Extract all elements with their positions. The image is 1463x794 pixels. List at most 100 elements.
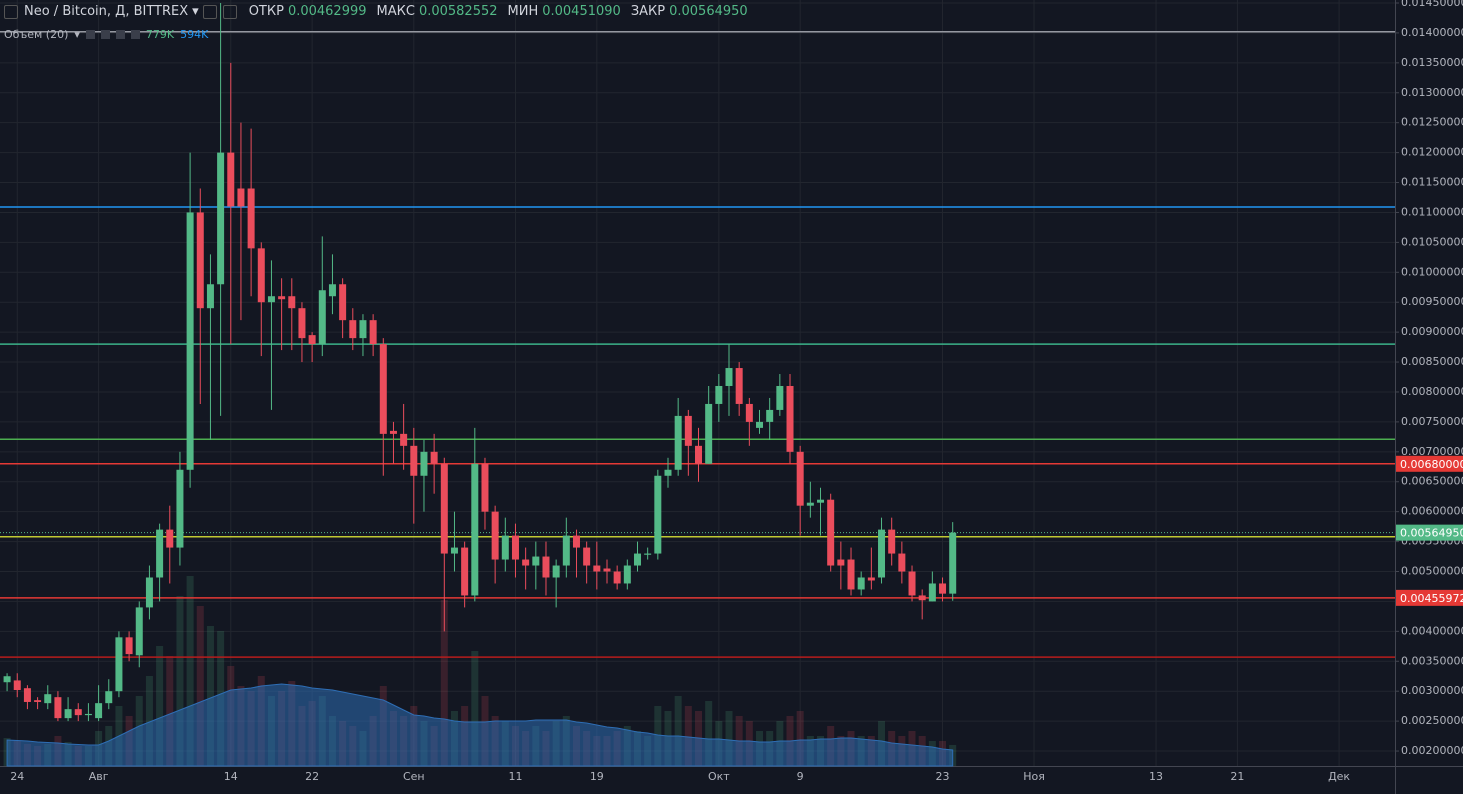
candle-body bbox=[23, 688, 31, 702]
dropdown[interactable]: ▾ bbox=[74, 28, 80, 41]
candle-body bbox=[461, 547, 469, 596]
volume-bar bbox=[186, 576, 194, 766]
volume-bar bbox=[684, 706, 692, 766]
candle-body bbox=[145, 577, 153, 608]
candle-body bbox=[206, 284, 214, 309]
candle-body bbox=[267, 296, 275, 303]
candle-body bbox=[227, 152, 235, 207]
volume-bar bbox=[725, 711, 733, 766]
icon[interactable] bbox=[202, 4, 217, 19]
candle-body bbox=[176, 469, 184, 548]
candle-body bbox=[95, 703, 103, 719]
x-tick-label: 23 bbox=[936, 770, 950, 783]
price-tag bbox=[1396, 455, 1463, 472]
x-tick-label: 21 bbox=[1230, 770, 1244, 783]
candle-body bbox=[471, 463, 479, 596]
candle-body bbox=[450, 547, 458, 554]
candle-body bbox=[328, 284, 336, 297]
candle-body bbox=[928, 583, 936, 602]
price-tag bbox=[1396, 524, 1463, 541]
candle-body bbox=[511, 535, 519, 560]
candle-body bbox=[613, 571, 621, 584]
candle-body bbox=[298, 308, 306, 339]
volume-value: 779K bbox=[145, 28, 175, 41]
y-tick-label: 0.01050000 bbox=[1401, 235, 1463, 248]
field-name: МИН bbox=[507, 4, 539, 19]
candle-body bbox=[623, 565, 631, 584]
candle-body bbox=[664, 469, 672, 476]
candle-body bbox=[867, 577, 875, 581]
y-tick-label: 0.00400000 bbox=[1401, 624, 1463, 637]
candle-body bbox=[898, 553, 906, 572]
symbol[interactable]: Neo / Bitcoin, Д, BITTREX bbox=[24, 4, 189, 19]
x-tick-label: Сен bbox=[403, 770, 425, 783]
field-name: ЗАКР bbox=[630, 4, 666, 19]
volume-ma-value: 594K bbox=[180, 28, 209, 41]
candle-body bbox=[532, 556, 540, 566]
icon[interactable] bbox=[4, 4, 18, 19]
candle-body bbox=[156, 529, 164, 578]
icon[interactable] bbox=[85, 30, 95, 39]
candle-body bbox=[756, 421, 764, 428]
candle-body bbox=[837, 559, 845, 566]
y-tick-label: 0.01200000 bbox=[1401, 146, 1463, 159]
candle-body bbox=[674, 415, 682, 470]
candle-body bbox=[949, 532, 957, 594]
candle-body bbox=[562, 535, 570, 566]
x-tick-label: 19 bbox=[590, 770, 604, 783]
price-tag-label: 0.00455972 bbox=[1400, 592, 1463, 605]
y-tick-label: 0.00750000 bbox=[1401, 415, 1463, 428]
y-tick-label: 0.00250000 bbox=[1401, 714, 1463, 727]
candle-body bbox=[827, 499, 835, 566]
candle-body bbox=[379, 344, 387, 434]
candle-body bbox=[308, 335, 316, 345]
y-tick-label: 0.00350000 bbox=[1401, 654, 1463, 667]
candle-body bbox=[125, 637, 133, 655]
volume-bar bbox=[674, 696, 682, 766]
candle-body bbox=[705, 403, 713, 464]
x-tick-label: Ноя bbox=[1023, 770, 1045, 783]
candle-body bbox=[420, 451, 428, 476]
volume-title[interactable]: Объем (20) bbox=[4, 28, 69, 41]
y-tick-label: 0.00850000 bbox=[1401, 355, 1463, 368]
candle-body bbox=[105, 691, 113, 704]
field-value: 0.00462999 bbox=[287, 4, 367, 19]
volume-bar bbox=[145, 676, 153, 766]
candle-body bbox=[654, 475, 662, 554]
candle-body bbox=[389, 430, 397, 434]
icon[interactable] bbox=[222, 4, 237, 19]
y-tick-label: 0.00650000 bbox=[1401, 475, 1463, 488]
candle-body bbox=[522, 559, 530, 566]
candle-body bbox=[847, 559, 855, 590]
volume-bar bbox=[176, 596, 184, 766]
icon[interactable] bbox=[115, 30, 125, 39]
candle-body bbox=[257, 248, 265, 303]
candle-body bbox=[217, 152, 225, 285]
candle-body bbox=[481, 463, 489, 512]
volume-bar bbox=[796, 711, 804, 766]
field-value: 0.00451090 bbox=[542, 4, 621, 19]
y-tick-label: 0.01300000 bbox=[1401, 86, 1463, 99]
candle-body bbox=[349, 320, 357, 339]
x-tick-label: 9 bbox=[797, 770, 804, 783]
candle-body bbox=[54, 697, 62, 719]
icon[interactable] bbox=[100, 30, 110, 39]
volume-bar bbox=[206, 626, 214, 766]
candle-body bbox=[501, 535, 509, 560]
candle-body bbox=[440, 463, 448, 554]
candle-body bbox=[725, 368, 733, 386]
y-tick-label: 0.00950000 bbox=[1401, 295, 1463, 308]
dropdown[interactable]: ▾ bbox=[192, 4, 199, 19]
candle-body bbox=[684, 415, 692, 446]
candle-body bbox=[786, 385, 794, 452]
volume-bar bbox=[705, 701, 713, 766]
y-tick-label: 0.00500000 bbox=[1401, 565, 1463, 578]
volume-bar bbox=[196, 606, 204, 766]
price-tag-label: 0.00680000 bbox=[1400, 458, 1463, 471]
y-tick-label: 0.00600000 bbox=[1401, 505, 1463, 518]
field-value: 0.00582552 bbox=[418, 4, 498, 19]
icon[interactable] bbox=[130, 30, 140, 39]
x-tick-label: 14 bbox=[224, 770, 238, 783]
